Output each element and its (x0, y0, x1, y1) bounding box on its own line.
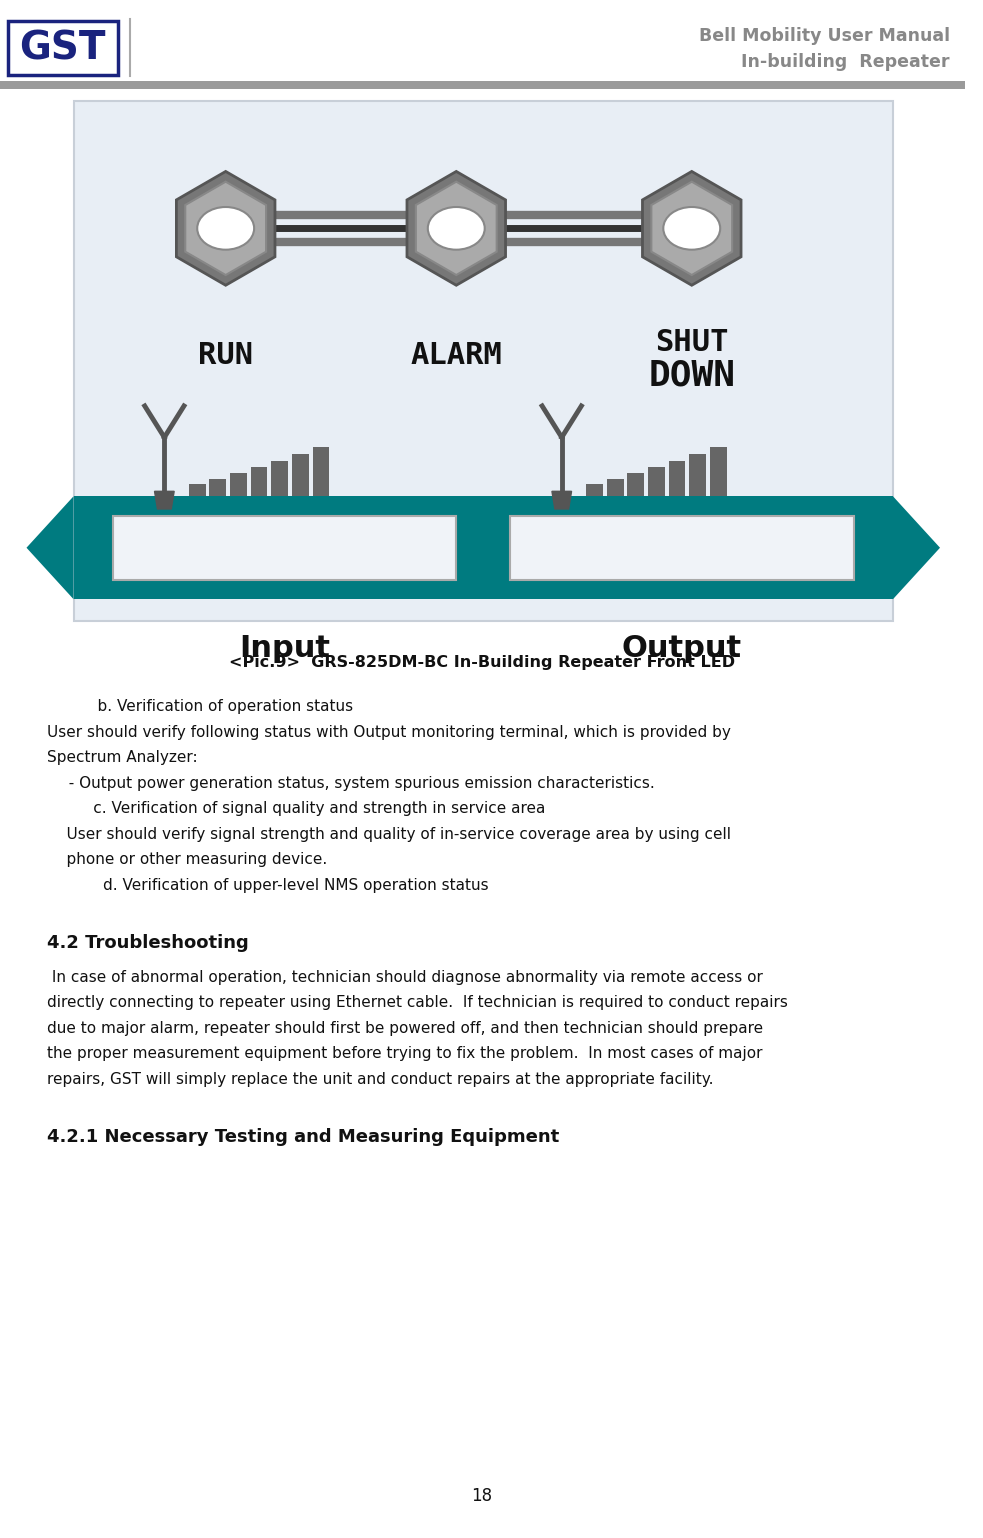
Text: SHUT: SHUT (655, 328, 728, 357)
Bar (0, 82, 964, 89)
Bar (510, 515, 853, 580)
Polygon shape (185, 181, 266, 275)
Text: phone or other measuring device.: phone or other measuring device. (47, 852, 327, 867)
Text: due to major alarm, repeater should first be powered off, and then technician sh: due to major alarm, repeater should firs… (47, 1021, 763, 1035)
Text: c. Verification of signal quality and strength in service area: c. Verification of signal quality and st… (64, 801, 546, 817)
Text: d. Verification of upper-level NMS operation status: d. Verification of upper-level NMS opera… (64, 878, 489, 894)
Polygon shape (551, 491, 571, 509)
Text: repairs, GST will simply replace the unit and conduct repairs at the appropriate: repairs, GST will simply replace the uni… (47, 1072, 714, 1087)
Text: <Pic.9>  GRS-825DM-BC In-Building Repeater Front LED: <Pic.9> GRS-825DM-BC In-Building Repeate… (229, 655, 735, 669)
Bar (8, 22, 118, 75)
Text: Output: Output (622, 634, 742, 663)
Text: Input: Input (239, 634, 330, 663)
Bar (189, 484, 205, 497)
Text: In-building  Repeater: In-building Repeater (741, 52, 950, 71)
Polygon shape (416, 181, 496, 275)
Bar (710, 448, 726, 497)
Polygon shape (652, 181, 732, 275)
Text: 4.2 Troubleshooting: 4.2 Troubleshooting (47, 934, 249, 952)
Bar (607, 478, 623, 497)
Ellipse shape (428, 208, 485, 249)
Text: RUN: RUN (199, 341, 254, 371)
Text: DOWN: DOWN (648, 358, 735, 392)
Text: In case of abnormal operation, technician should diagnose abnormality via remote: In case of abnormal operation, technicia… (47, 970, 763, 984)
Bar (271, 461, 288, 497)
Bar (313, 448, 329, 497)
Bar (668, 461, 685, 497)
Bar (74, 102, 893, 621)
Bar (251, 468, 267, 497)
Bar (0, 14, 964, 82)
Polygon shape (893, 497, 940, 600)
Bar (627, 472, 644, 497)
Bar (74, 497, 893, 600)
Bar (292, 454, 309, 497)
Polygon shape (176, 171, 275, 285)
Text: - Output power generation status, system spurious emission characteristics.: - Output power generation status, system… (59, 775, 655, 791)
Ellipse shape (198, 208, 255, 249)
Text: Bell Mobility User Manual: Bell Mobility User Manual (699, 28, 950, 45)
Bar (689, 454, 706, 497)
Text: GST: GST (20, 29, 106, 68)
Polygon shape (407, 171, 505, 285)
Polygon shape (154, 491, 174, 509)
Bar (113, 515, 456, 580)
Text: 4.2.1 Necessary Testing and Measuring Equipment: 4.2.1 Necessary Testing and Measuring Eq… (47, 1127, 559, 1146)
Text: User should verify signal strength and quality of in-service coverage area by us: User should verify signal strength and q… (47, 827, 731, 841)
Bar (209, 478, 226, 497)
Text: ALARM: ALARM (410, 341, 502, 371)
Bar (586, 484, 603, 497)
Polygon shape (643, 171, 741, 285)
Text: b. Verification of operation status: b. Verification of operation status (79, 700, 354, 714)
Ellipse shape (664, 208, 721, 249)
Text: Spectrum Analyzer:: Spectrum Analyzer: (47, 751, 198, 766)
Text: 18: 18 (471, 1487, 492, 1506)
Bar (230, 472, 247, 497)
Text: the proper measurement equipment before trying to fix the problem.  In most case: the proper measurement equipment before … (47, 1046, 763, 1061)
Polygon shape (27, 497, 74, 600)
Text: directly connecting to repeater using Ethernet cable.  If technician is required: directly connecting to repeater using Et… (47, 995, 788, 1010)
Bar (648, 468, 665, 497)
Text: User should verify following status with Output monitoring terminal, which is pr: User should verify following status with… (47, 724, 731, 740)
